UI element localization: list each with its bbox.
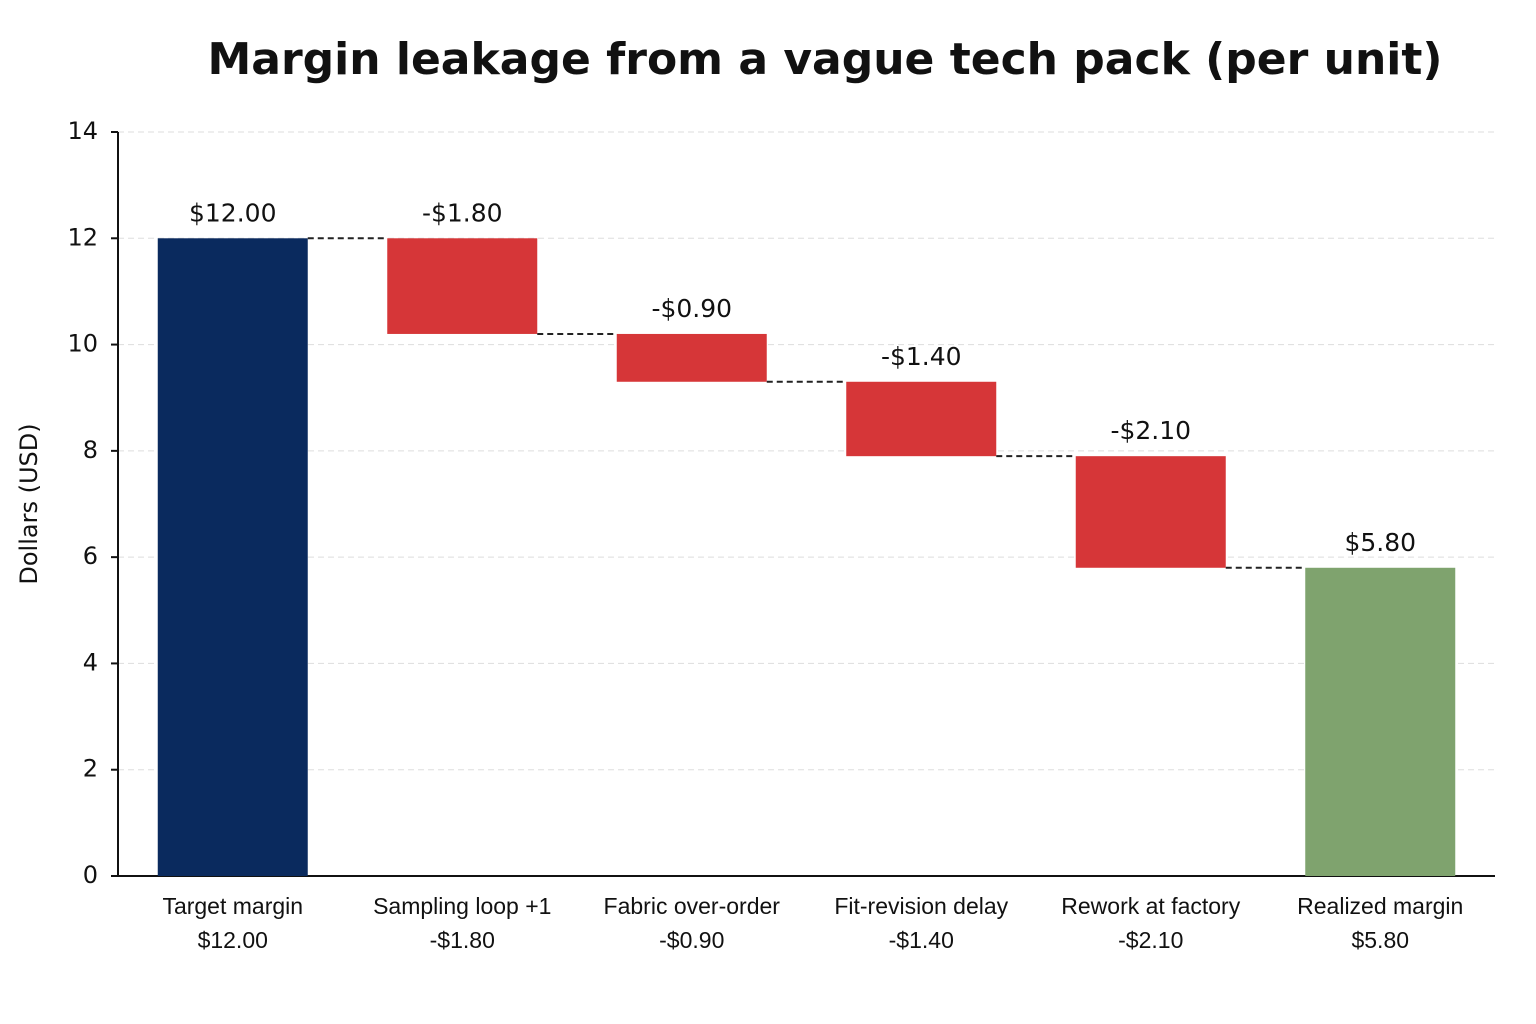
- bar: [157, 238, 308, 877]
- value-label: $12.00: [189, 198, 276, 227]
- y-tick-label: 0: [83, 861, 98, 889]
- x-tick-value-label: -$2.10: [1118, 927, 1183, 953]
- y-tick-label: 4: [83, 648, 98, 676]
- value-label: -$1.80: [422, 198, 503, 227]
- chart-title: Margin leakage from a vague tech pack (p…: [207, 34, 1442, 85]
- y-tick-label: 8: [83, 436, 98, 464]
- y-tick-label: 14: [67, 117, 98, 145]
- bar: [846, 381, 997, 457]
- value-label: -$1.40: [881, 342, 962, 371]
- y-tick-label: 10: [67, 330, 98, 358]
- x-tick-label: Target margin: [162, 893, 303, 919]
- x-tick-value-label: $12.00: [198, 927, 268, 953]
- x-tick-value-label: -$1.40: [889, 927, 954, 953]
- value-label: $5.80: [1344, 528, 1416, 557]
- x-tick-value-label: $5.80: [1351, 927, 1409, 953]
- x-tick-label: Fabric over-order: [604, 893, 781, 919]
- y-axis-label: Dollars (USD): [15, 423, 43, 584]
- value-label: -$2.10: [1110, 416, 1191, 445]
- y-tick-label: 6: [83, 542, 98, 570]
- x-tick-value-label: -$0.90: [659, 927, 724, 953]
- x-tick-label: Rework at factory: [1061, 893, 1240, 919]
- x-tick-label: Realized margin: [1297, 893, 1463, 919]
- x-tick-label: Fit-revision delay: [834, 893, 1008, 919]
- bar: [616, 333, 767, 382]
- x-tick-value-label: -$1.80: [430, 927, 495, 953]
- bar: [1075, 456, 1226, 568]
- bar: [387, 238, 538, 334]
- x-tick-label: Sampling loop +1: [373, 893, 551, 919]
- value-label: -$0.90: [651, 294, 732, 323]
- y-tick-label: 2: [83, 755, 98, 783]
- y-tick-label: 12: [67, 223, 98, 251]
- bar: [1305, 567, 1456, 876]
